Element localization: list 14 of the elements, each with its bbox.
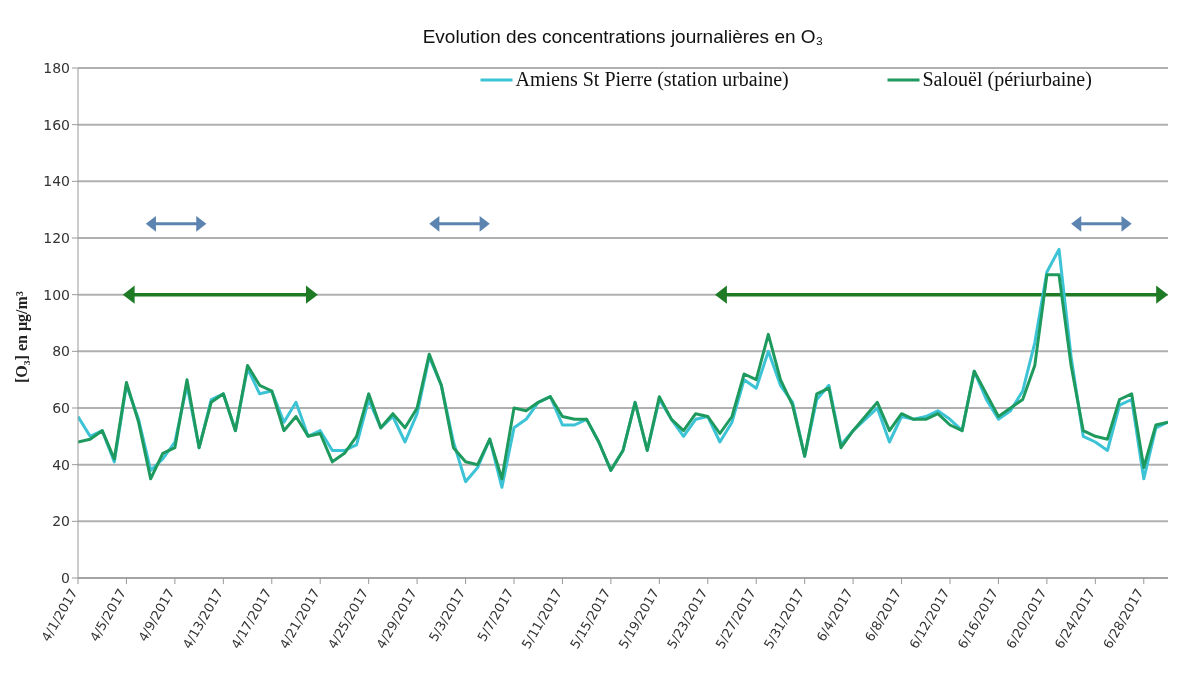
y-tick-label: 100 (43, 286, 70, 303)
chart-title: Evolution des concentrations journalières en O₃ (422, 26, 824, 47)
y-tick-label: 180 (43, 59, 70, 76)
y-tick-label: 60 (52, 399, 70, 416)
y-tick-label: 0 (61, 569, 70, 586)
y-tick-label: 40 (52, 456, 70, 473)
y-tick-label: 120 (43, 229, 70, 246)
y-tick-label: 160 (43, 116, 70, 133)
y-tick-label: 80 (52, 343, 70, 360)
legend-label: Amiens St Pierre (station urbaine) (515, 68, 789, 91)
y-tick-label: 140 (43, 173, 70, 190)
legend-label: Salouël (périurbaine) (922, 68, 1092, 91)
y-tick-label: 20 (52, 513, 70, 530)
y-axis-title: [O₃] en µg/m³ (12, 291, 31, 383)
